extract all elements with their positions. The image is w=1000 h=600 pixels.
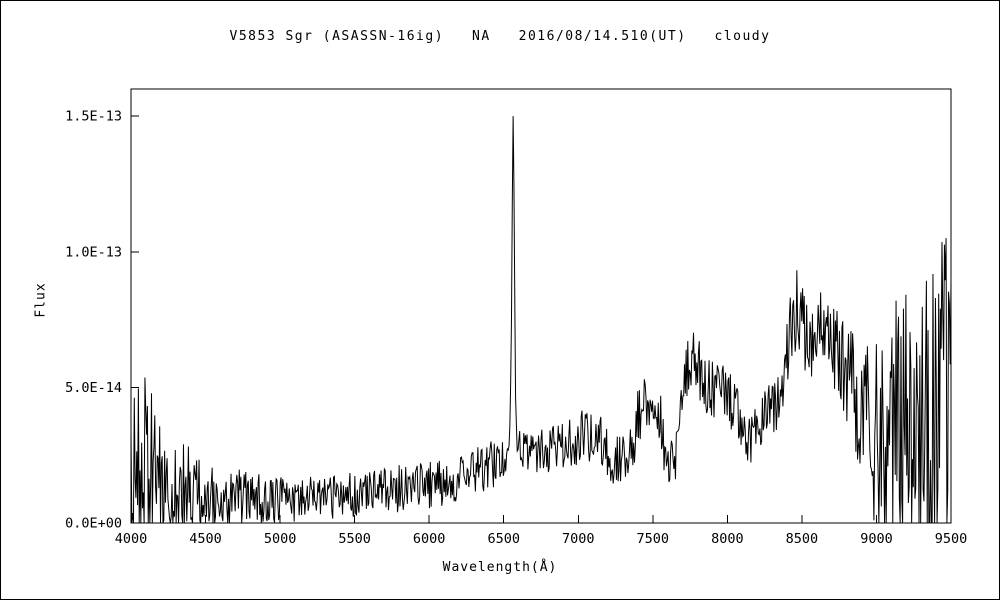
x-tick-label: 8000 bbox=[711, 531, 744, 547]
y-tick-label: 1.5E-13 bbox=[65, 109, 122, 125]
x-tick-label: 9000 bbox=[860, 531, 893, 547]
x-tick-label: 8500 bbox=[786, 531, 819, 547]
x-tick-label: 7000 bbox=[562, 531, 595, 547]
x-axis-title: Wavelength(Å) bbox=[442, 560, 558, 575]
y-tick-label: 5.0E-14 bbox=[65, 380, 122, 396]
spectrum-polyline bbox=[130, 116, 952, 524]
y-tick-label: 0.0E+00 bbox=[65, 516, 122, 532]
x-tick-label: 5500 bbox=[338, 531, 371, 547]
x-tick-label: 7500 bbox=[637, 531, 670, 547]
y-tick-label: 1.0E-13 bbox=[65, 244, 122, 260]
x-tick-label: 5000 bbox=[264, 531, 297, 547]
x-tick-label: 4000 bbox=[115, 531, 148, 547]
x-tick-label: 4500 bbox=[189, 531, 222, 547]
x-tick-label: 9500 bbox=[935, 531, 968, 547]
chart-title: V5853 Sgr (ASASSN-16ig) NA 2016/08/14.51… bbox=[229, 29, 771, 44]
x-tick-label: 6500 bbox=[487, 531, 520, 547]
x-tick-label: 6000 bbox=[413, 531, 446, 547]
